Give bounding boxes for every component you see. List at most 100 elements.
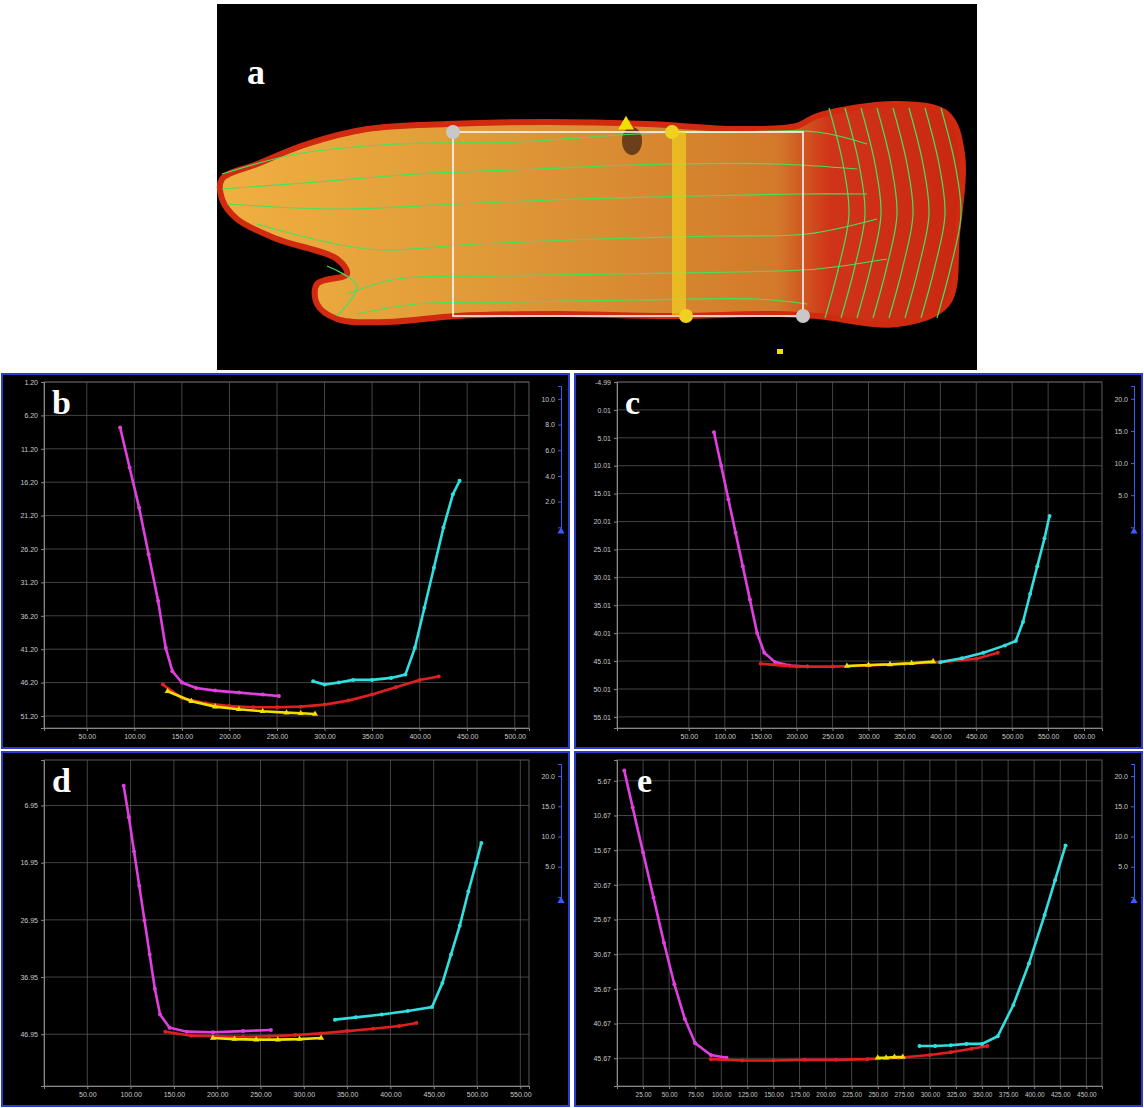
y2-axis-tick: 10.0 [541,396,561,403]
series-point [891,1054,897,1059]
y-axis-tick-label: -4.99 [595,379,611,386]
series-line [168,691,315,714]
series-point [345,1029,349,1033]
y-axis-tick-mark [614,577,617,578]
contour-line [825,108,849,318]
terrain [220,104,963,325]
x-axis-tick: 125.00 [738,1086,758,1098]
x-axis-tick: 50.00 [79,728,97,740]
y-axis-tick-label: 10.67 [593,812,611,819]
x-axis-tick-mark [467,728,468,731]
series-point [168,1026,172,1030]
x-grid-line [1086,760,1087,1086]
series-line [711,1046,987,1061]
y-axis-tick-label: 46.95 [20,1031,38,1038]
x-axis-tick-mark [1084,728,1085,731]
contour-line [327,266,357,316]
y-axis-tick: 40.67 [593,1020,617,1027]
panel-label: e [637,762,652,799]
series-point [188,698,194,703]
series-point [1063,844,1067,848]
x-axis-tick: 400.00 [409,728,431,740]
y-axis-tick-mark [41,683,44,684]
x-axis-tick-mark [520,1086,521,1089]
y-axis: 5.6710.6715.6720.6725.6730.6735.6740.674… [593,761,617,1087]
x-grid-line [904,382,905,728]
y2-axis-tick-mark [558,837,561,838]
y-axis-tick-label: 51.20 [20,713,38,720]
x-axis-tick: 100.00 [712,1086,732,1098]
x-axis-line [618,1087,1103,1090]
y2-axis-tick: 10.0 [541,833,561,840]
x-axis-tick: 100.00 [120,1086,142,1098]
y2-axis-tick-mark [1131,867,1134,868]
contour-line [937,108,961,318]
y-axis-tick-label: 0.01 [597,407,611,414]
x-axis-tick: 100.00 [715,728,737,740]
x-axis-tick-mark [643,1086,644,1089]
y-axis-tick-mark [41,516,44,517]
y2-axis: 5.010.015.020.0 [1114,387,1134,528]
x-axis: 50.00100.00150.00200.00250.00300.00350.0… [45,728,530,740]
series-point [132,850,136,854]
x-axis-tick-mark [304,1086,305,1089]
series-point [474,861,478,865]
series-point [709,1057,713,1061]
x-axis-tick: 350.00 [894,728,916,740]
x-axis-tick-label: 175.00 [790,1091,810,1098]
x-axis-tick-label: 450.00 [424,1091,446,1098]
x-grid-line [372,382,373,728]
series-point [311,679,315,683]
series-line [213,1038,321,1040]
x-axis-tick: 300.00 [858,728,880,740]
series-point [1043,913,1047,917]
series-point [213,689,217,693]
x-axis-tick-mark [940,728,941,731]
grid [617,760,1102,1086]
series-point [917,1044,921,1048]
series-point [741,564,745,568]
series-layer [118,425,462,715]
y-grid-line [44,615,529,616]
y-axis-tick: 45.01 [593,658,617,665]
x-axis-tick-mark [930,1086,931,1089]
x-grid-line [477,760,478,1086]
y2-axis: 5.010.015.020.0 [1114,765,1134,898]
y-grid-line [44,582,529,583]
series-point [158,1013,162,1017]
x-axis-tick-label: 25.00 [636,1091,652,1098]
y-axis-tick-mark [614,781,617,782]
box-handle [446,125,460,139]
x-axis-tick-mark [904,728,905,731]
y2-axis: 5.010.015.020.0 [541,765,561,898]
x-axis-tick-mark [797,728,798,731]
x-axis-tick-label: 350.00 [894,733,916,740]
y-grid-line [44,482,529,483]
contour-line [347,259,887,294]
y2-axis-tick: 15.0 [1114,428,1134,435]
series-point [803,1058,807,1062]
y-axis-tick-mark [614,410,617,411]
series-point [831,665,835,669]
x-axis-tick-label: 300.00 [921,1091,941,1098]
series-layer [712,430,1052,668]
series-point [237,691,241,695]
series-point [212,703,218,708]
y-axis-tick-label: 30.01 [593,574,611,581]
map-background [217,4,977,370]
y-axis-tick: 25.01 [593,546,617,553]
y-axis-tick: 16.95 [20,859,44,866]
y-axis-tick: 30.67 [593,951,617,958]
y-grid-line [44,682,529,683]
contour-line [357,298,807,314]
series-point [253,1036,259,1041]
x-grid-line [851,760,852,1086]
series-point [118,425,122,429]
x-axis-tick: 450.00 [966,728,988,740]
series-point [981,651,985,655]
x-axis-tick-mark [87,1086,88,1089]
x-axis-tick-mark [217,1086,218,1089]
series-point [996,651,1000,655]
series-point [759,662,763,666]
series-point [930,658,936,663]
